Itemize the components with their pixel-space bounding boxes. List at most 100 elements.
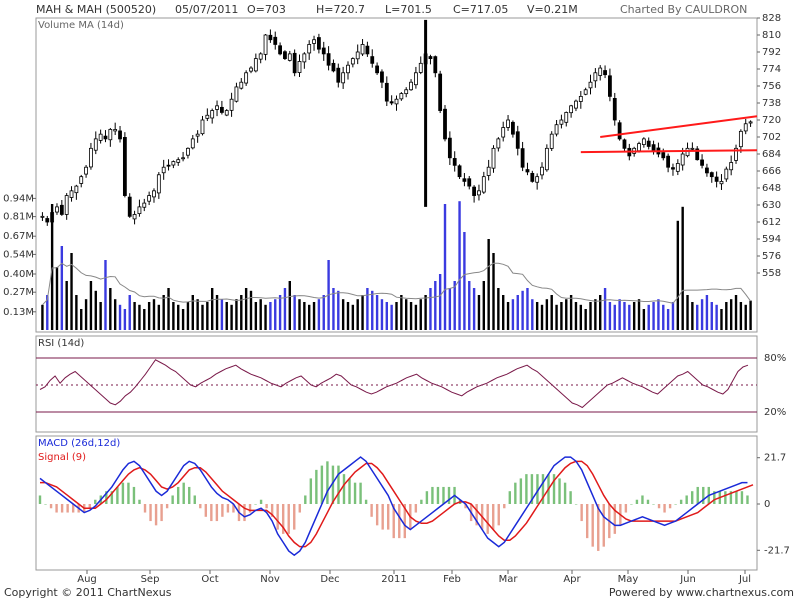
- volume-bar: [705, 295, 709, 330]
- macd-histogram-bar: [138, 499, 141, 504]
- macd-histogram-bar: [154, 504, 158, 526]
- price-candle-body: [617, 122, 622, 140]
- price-candle-body: [705, 167, 709, 174]
- price-candle-body: [350, 58, 355, 65]
- volume-bar: [288, 281, 291, 330]
- volume-bar: [414, 304, 418, 330]
- macd-histogram-bar: [420, 499, 423, 504]
- volume-bar: [700, 299, 704, 330]
- price-candle-body: [603, 70, 607, 76]
- price-candle-body: [273, 36, 278, 45]
- price-candle-body: [738, 130, 743, 148]
- macd-histogram-bar: [149, 504, 152, 522]
- macd-histogram-bar: [436, 486, 440, 504]
- volume-bar: [516, 295, 519, 330]
- macd-histogram-bar: [740, 491, 744, 504]
- price-candle-body: [467, 178, 472, 187]
- price-y-tick: 684: [762, 149, 781, 160]
- macd-histogram-bar: [746, 495, 749, 504]
- volume-bar: [560, 302, 563, 330]
- volume-bar: [177, 304, 180, 330]
- open-label: O=703: [247, 3, 286, 16]
- price-candle-body: [690, 147, 695, 150]
- macd-histogram-bar: [105, 491, 108, 504]
- volume-bar: [666, 309, 670, 330]
- volume-bar: [506, 302, 510, 330]
- macd-histogram-bar: [668, 504, 672, 509]
- price-candle-body: [40, 215, 45, 218]
- macd-histogram-bar: [342, 474, 346, 504]
- volume-bar: [94, 290, 97, 330]
- price-candle-body: [554, 124, 559, 135]
- volume-bar: [405, 299, 408, 330]
- volume-bar: [332, 288, 335, 330]
- price-candle-body: [569, 105, 574, 114]
- volume-bar: [346, 302, 350, 330]
- macd-histogram-bar: [514, 482, 517, 504]
- macd-histogram-bar: [646, 499, 650, 504]
- price-candle-body: [186, 147, 190, 156]
- volume-bar: [487, 239, 490, 330]
- volume-bar: [65, 281, 68, 330]
- price-candle-body: [312, 39, 316, 44]
- x-tick-label: May: [618, 574, 639, 585]
- macd-histogram-bar: [281, 504, 285, 534]
- price-candle-body: [680, 153, 685, 166]
- price-panel-border: [35, 17, 758, 333]
- high-label: H=720.7: [316, 3, 365, 16]
- price-candle-body: [336, 67, 341, 83]
- volume-bar: [147, 302, 151, 330]
- volume-bar: [526, 288, 529, 330]
- volume-bar: [555, 304, 558, 330]
- macd-histogram-bar: [613, 504, 617, 534]
- price-candle-body: [253, 58, 258, 72]
- volume-y-tick: 0.40M: [3, 269, 34, 280]
- price-candle-body: [486, 166, 491, 176]
- macd-histogram-bar: [331, 465, 335, 504]
- volume-bar: [531, 299, 534, 330]
- x-tick-label: Jun: [679, 574, 696, 585]
- volume-bar: [390, 304, 393, 330]
- volume-bar: [599, 295, 602, 330]
- volume-bar: [109, 288, 112, 330]
- volume-bar: [594, 299, 597, 330]
- volume-bar: [429, 288, 432, 330]
- price-candle-body: [190, 138, 195, 149]
- volume-bar: [215, 295, 219, 330]
- volume-bar: [657, 299, 660, 330]
- volume-label: V=0.21M: [527, 3, 578, 16]
- volume-bar: [603, 288, 607, 330]
- price-candle-body: [724, 168, 729, 180]
- volume-bar: [535, 302, 539, 330]
- macd-histogram-bar: [110, 491, 114, 504]
- price-candle-body: [380, 71, 384, 83]
- macd-histogram-bar: [597, 504, 600, 551]
- price-candle-body: [210, 110, 215, 119]
- macd-histogram-bar: [171, 495, 174, 504]
- macd-histogram-bar: [276, 504, 279, 530]
- price-candle-body: [219, 106, 224, 113]
- price-candle-body: [346, 64, 350, 74]
- price-y-tick: 792: [762, 47, 781, 58]
- macd-histogram-bar: [724, 491, 727, 504]
- macd-panel-border: [35, 435, 758, 571]
- price-candle-body: [612, 98, 617, 121]
- volume-bar: [400, 295, 403, 330]
- macd-histogram-bar: [552, 474, 556, 504]
- volume-bar: [167, 288, 170, 330]
- volume-bar: [608, 302, 612, 330]
- price-candle-body: [79, 176, 84, 184]
- macd-histogram-bar: [265, 504, 268, 509]
- price-candle-body: [384, 82, 389, 102]
- volume-bar: [409, 302, 413, 330]
- price-candle-body: [59, 204, 64, 215]
- low-label: L=701.5: [385, 3, 432, 16]
- volume-bar: [206, 302, 209, 330]
- macd-histogram-bar: [66, 504, 69, 513]
- price-candle-body: [646, 140, 651, 147]
- volume-bar: [264, 304, 267, 330]
- price-candle-body: [433, 56, 438, 74]
- macd-histogram-bar: [696, 486, 699, 504]
- macd-histogram-bar: [492, 504, 495, 530]
